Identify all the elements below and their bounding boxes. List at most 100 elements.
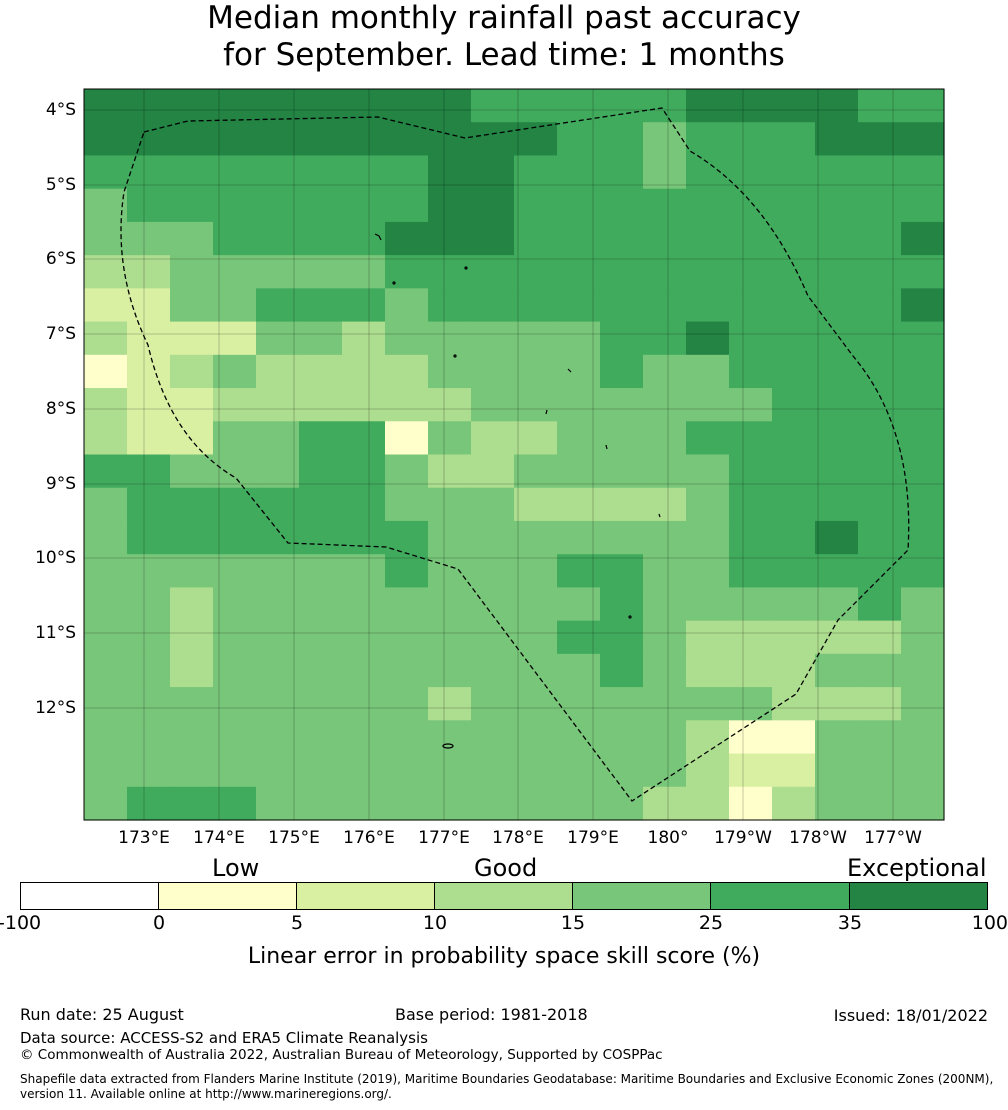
grid-cell [729,255,773,289]
grid-cell [901,753,945,788]
grid-cell [686,753,730,788]
grid-cell [385,155,429,190]
lon-label-178w: 178°W [789,828,847,848]
grid-cell [600,388,644,422]
grid-cell [686,520,730,555]
grid-cell [772,687,816,721]
grid-cell [299,587,343,622]
grid-cell [213,288,257,323]
grid-cell [729,720,773,755]
grid-cell [170,221,214,256]
grid-cell [170,720,214,755]
grid-cell [901,89,945,123]
grid-cell [729,554,773,589]
grid-cell [342,786,386,821]
grid-cell [256,687,300,721]
grid-cell [643,255,687,289]
grid-cell [557,421,601,456]
grid-cell [858,720,902,755]
colorbar-tick-5: 25 [698,912,724,934]
grid-cell [471,620,515,655]
grid-cell [600,122,644,157]
lat-label-12s: 12°S [35,698,76,718]
lon-label-178e: 178°E [492,828,544,848]
grid-cell [127,89,171,123]
grid-cell [256,554,300,589]
grid-cell [686,221,730,256]
grid-cell [84,620,128,655]
lon-label-174e: 174°E [193,828,245,848]
grid-cell [127,122,171,157]
grid-cell [84,454,128,489]
grid-cell [127,487,171,522]
grid-cell [428,354,472,389]
grid-cell [299,388,343,422]
grid-cell [772,354,816,389]
grid-cell [385,587,429,622]
grid-cell [815,221,859,256]
grid-cell [428,288,472,323]
grid-cell [858,388,902,422]
grid-cell [858,221,902,256]
grid-cell [299,620,343,655]
grid-cell [342,255,386,289]
map-frame [83,88,945,821]
grid-cell [901,221,945,256]
grid-cell [127,786,171,821]
grid-cell [600,620,644,655]
grid-cell [815,188,859,223]
grid-cell [772,753,816,788]
grid-cell [342,520,386,555]
shapefile-credit-1: Shapefile data extracted from Flanders M… [20,1072,994,1086]
grid-cell [729,620,773,655]
grid-cell [256,155,300,190]
grid-cell [901,720,945,755]
colorbar-seg-3 [435,882,573,910]
grid-cell [342,122,386,157]
grid-cell [256,520,300,555]
grid-cell [858,255,902,289]
skill-score-map [83,88,945,821]
grid-cell [772,155,816,190]
grid-cell [471,221,515,256]
grid-cell [815,288,859,323]
grid-cell [815,753,859,788]
grid-cell [729,687,773,721]
colorbar-tick-4: 15 [560,912,586,934]
grid-cell [428,89,472,123]
grid-cell [127,188,171,223]
grid-cell [170,321,214,356]
grid-cell [84,288,128,323]
grid-cell [127,720,171,755]
base-period: Base period: 1981-2018 [395,1005,588,1024]
grid-cell [643,653,687,688]
grid-cell [84,687,128,721]
grid-cell [815,487,859,522]
grid-cell [643,720,687,755]
grid-cell [772,587,816,622]
grid-cell [299,89,343,123]
grid-cell [385,520,429,555]
grid-cell [686,122,730,157]
grid-cell [557,288,601,323]
grid-cell [471,487,515,522]
grid-cell [643,454,687,489]
colorbar-tick-7: 100 [971,912,1008,934]
grid-cell [514,255,558,289]
grid-cell [643,620,687,655]
grid-cell [385,454,429,489]
grid-cell [901,288,945,323]
grid-cell [471,155,515,190]
run-date: Run date: 25 August [20,1005,184,1024]
grid-cell [256,587,300,622]
grid-cell [901,388,945,422]
grid-cell [84,786,128,821]
grid-cell [858,653,902,688]
grid-cell [557,620,601,655]
lon-label-177e: 177°E [418,828,470,848]
grid-cell [385,487,429,522]
grid-cell [643,155,687,190]
grid-cell [428,421,472,456]
grid-cell [686,687,730,721]
colorbar-tick-1: 0 [152,912,166,934]
